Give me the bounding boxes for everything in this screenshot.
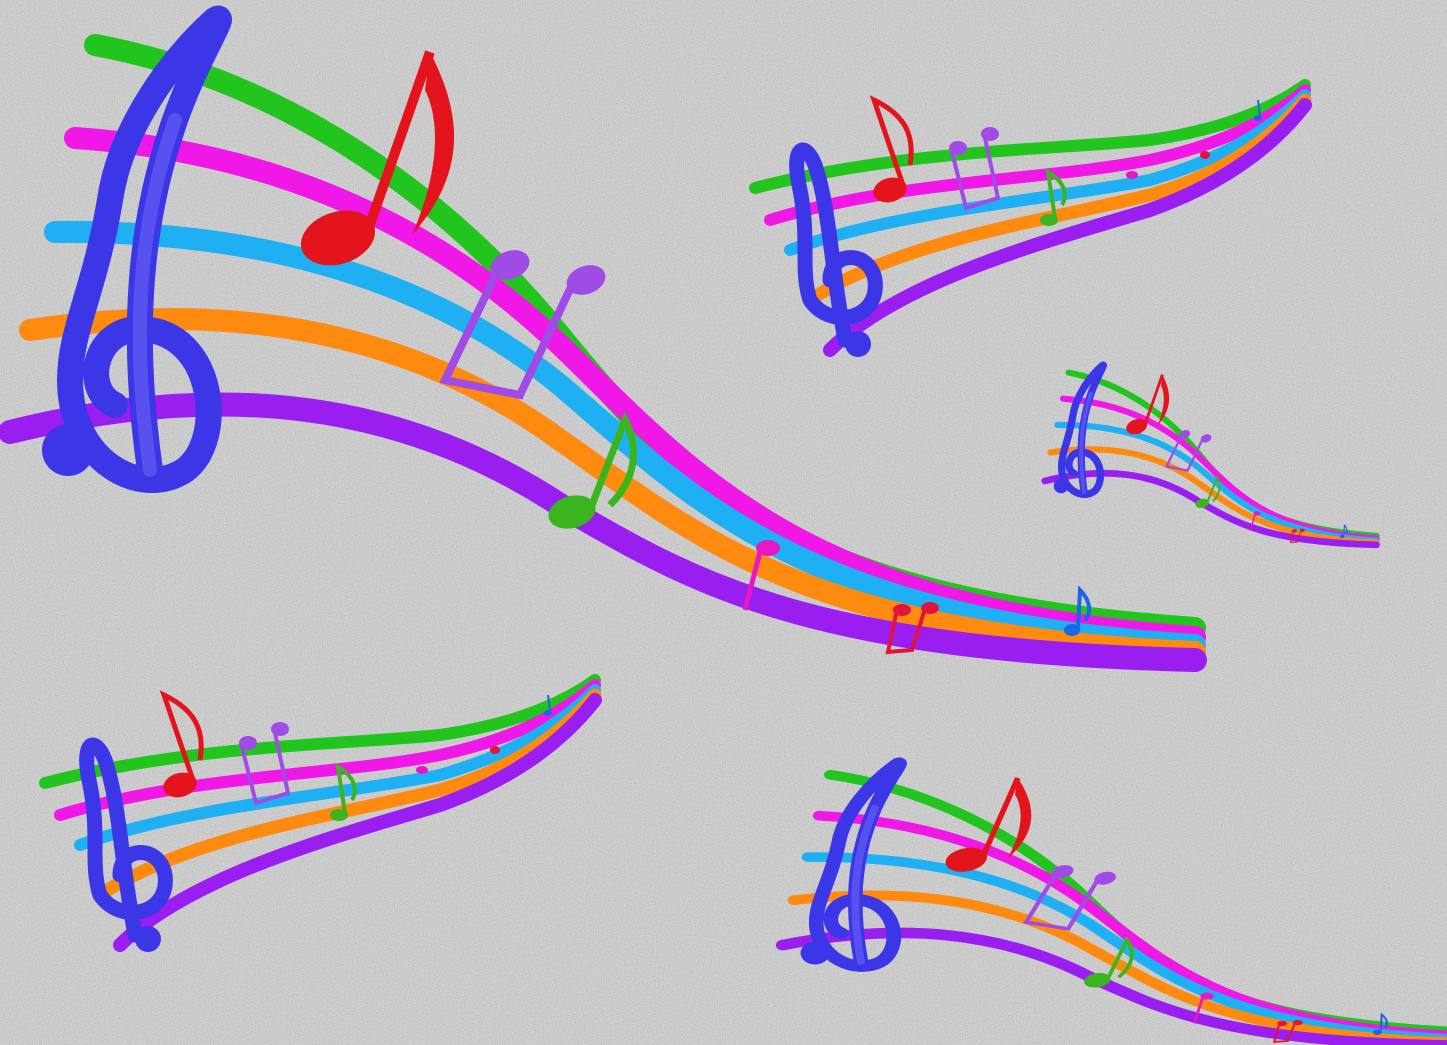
music-notes-wallpaper [0,0,1447,1045]
